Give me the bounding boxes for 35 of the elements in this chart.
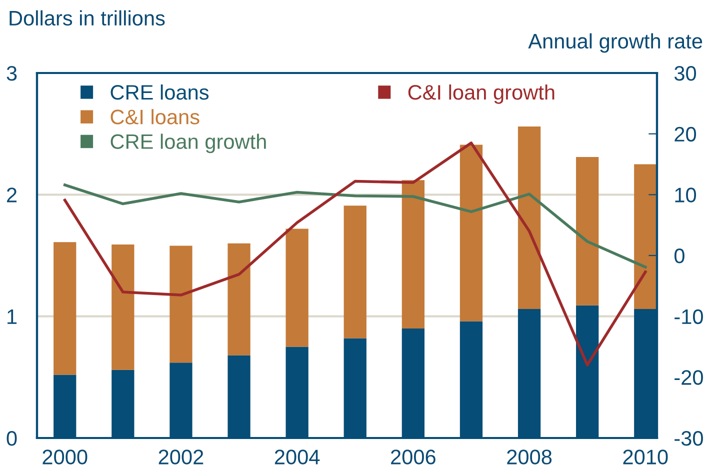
- y2-tick-label: -20: [674, 370, 703, 385]
- legend-label: C&I loan growth: [408, 84, 554, 104]
- bar: [286, 228, 308, 347]
- bar: [634, 164, 657, 310]
- x-tick-label: 2006: [391, 450, 436, 464]
- bar: [460, 144, 483, 322]
- bar: [344, 206, 366, 338]
- bar: [576, 156, 599, 306]
- bar: [402, 180, 424, 328]
- legend-label: CRE loans: [110, 84, 209, 100]
- bar: [170, 246, 192, 363]
- x-tick-label: 2002: [158, 450, 204, 464]
- y-tick-label: 1: [8, 310, 17, 324]
- bar: [228, 243, 250, 356]
- y2-tick-label: 20: [674, 126, 696, 142]
- x-tick-label: 2000: [42, 450, 88, 464]
- y-tick-label: 2: [7, 188, 17, 202]
- legend-label: CRE loan growth: [110, 134, 266, 154]
- y2-tick-label: 30: [674, 66, 696, 81]
- y-tick-label: 0: [6, 431, 17, 446]
- line-series: [63, 184, 647, 268]
- y2-tick-label: -10: [674, 309, 703, 324]
- y-tick-label: 3: [6, 66, 17, 81]
- legend-label: C&I loans: [110, 109, 200, 124]
- bar: [518, 126, 541, 310]
- x-tick-label: 2010: [623, 450, 668, 464]
- bar: [112, 244, 134, 370]
- y2-tick-label: -30: [674, 431, 703, 446]
- bar: [54, 242, 76, 375]
- x-tick-label: 2008: [507, 450, 552, 464]
- y2-tick-label: 0: [674, 248, 684, 264]
- x-tick-label: 2004: [274, 450, 320, 464]
- y-axis-title: Dollars in trillions: [10, 10, 165, 26]
- y2-tick-label: 10: [675, 188, 696, 202]
- y2-axis-title: Annual growth rate: [528, 33, 702, 53]
